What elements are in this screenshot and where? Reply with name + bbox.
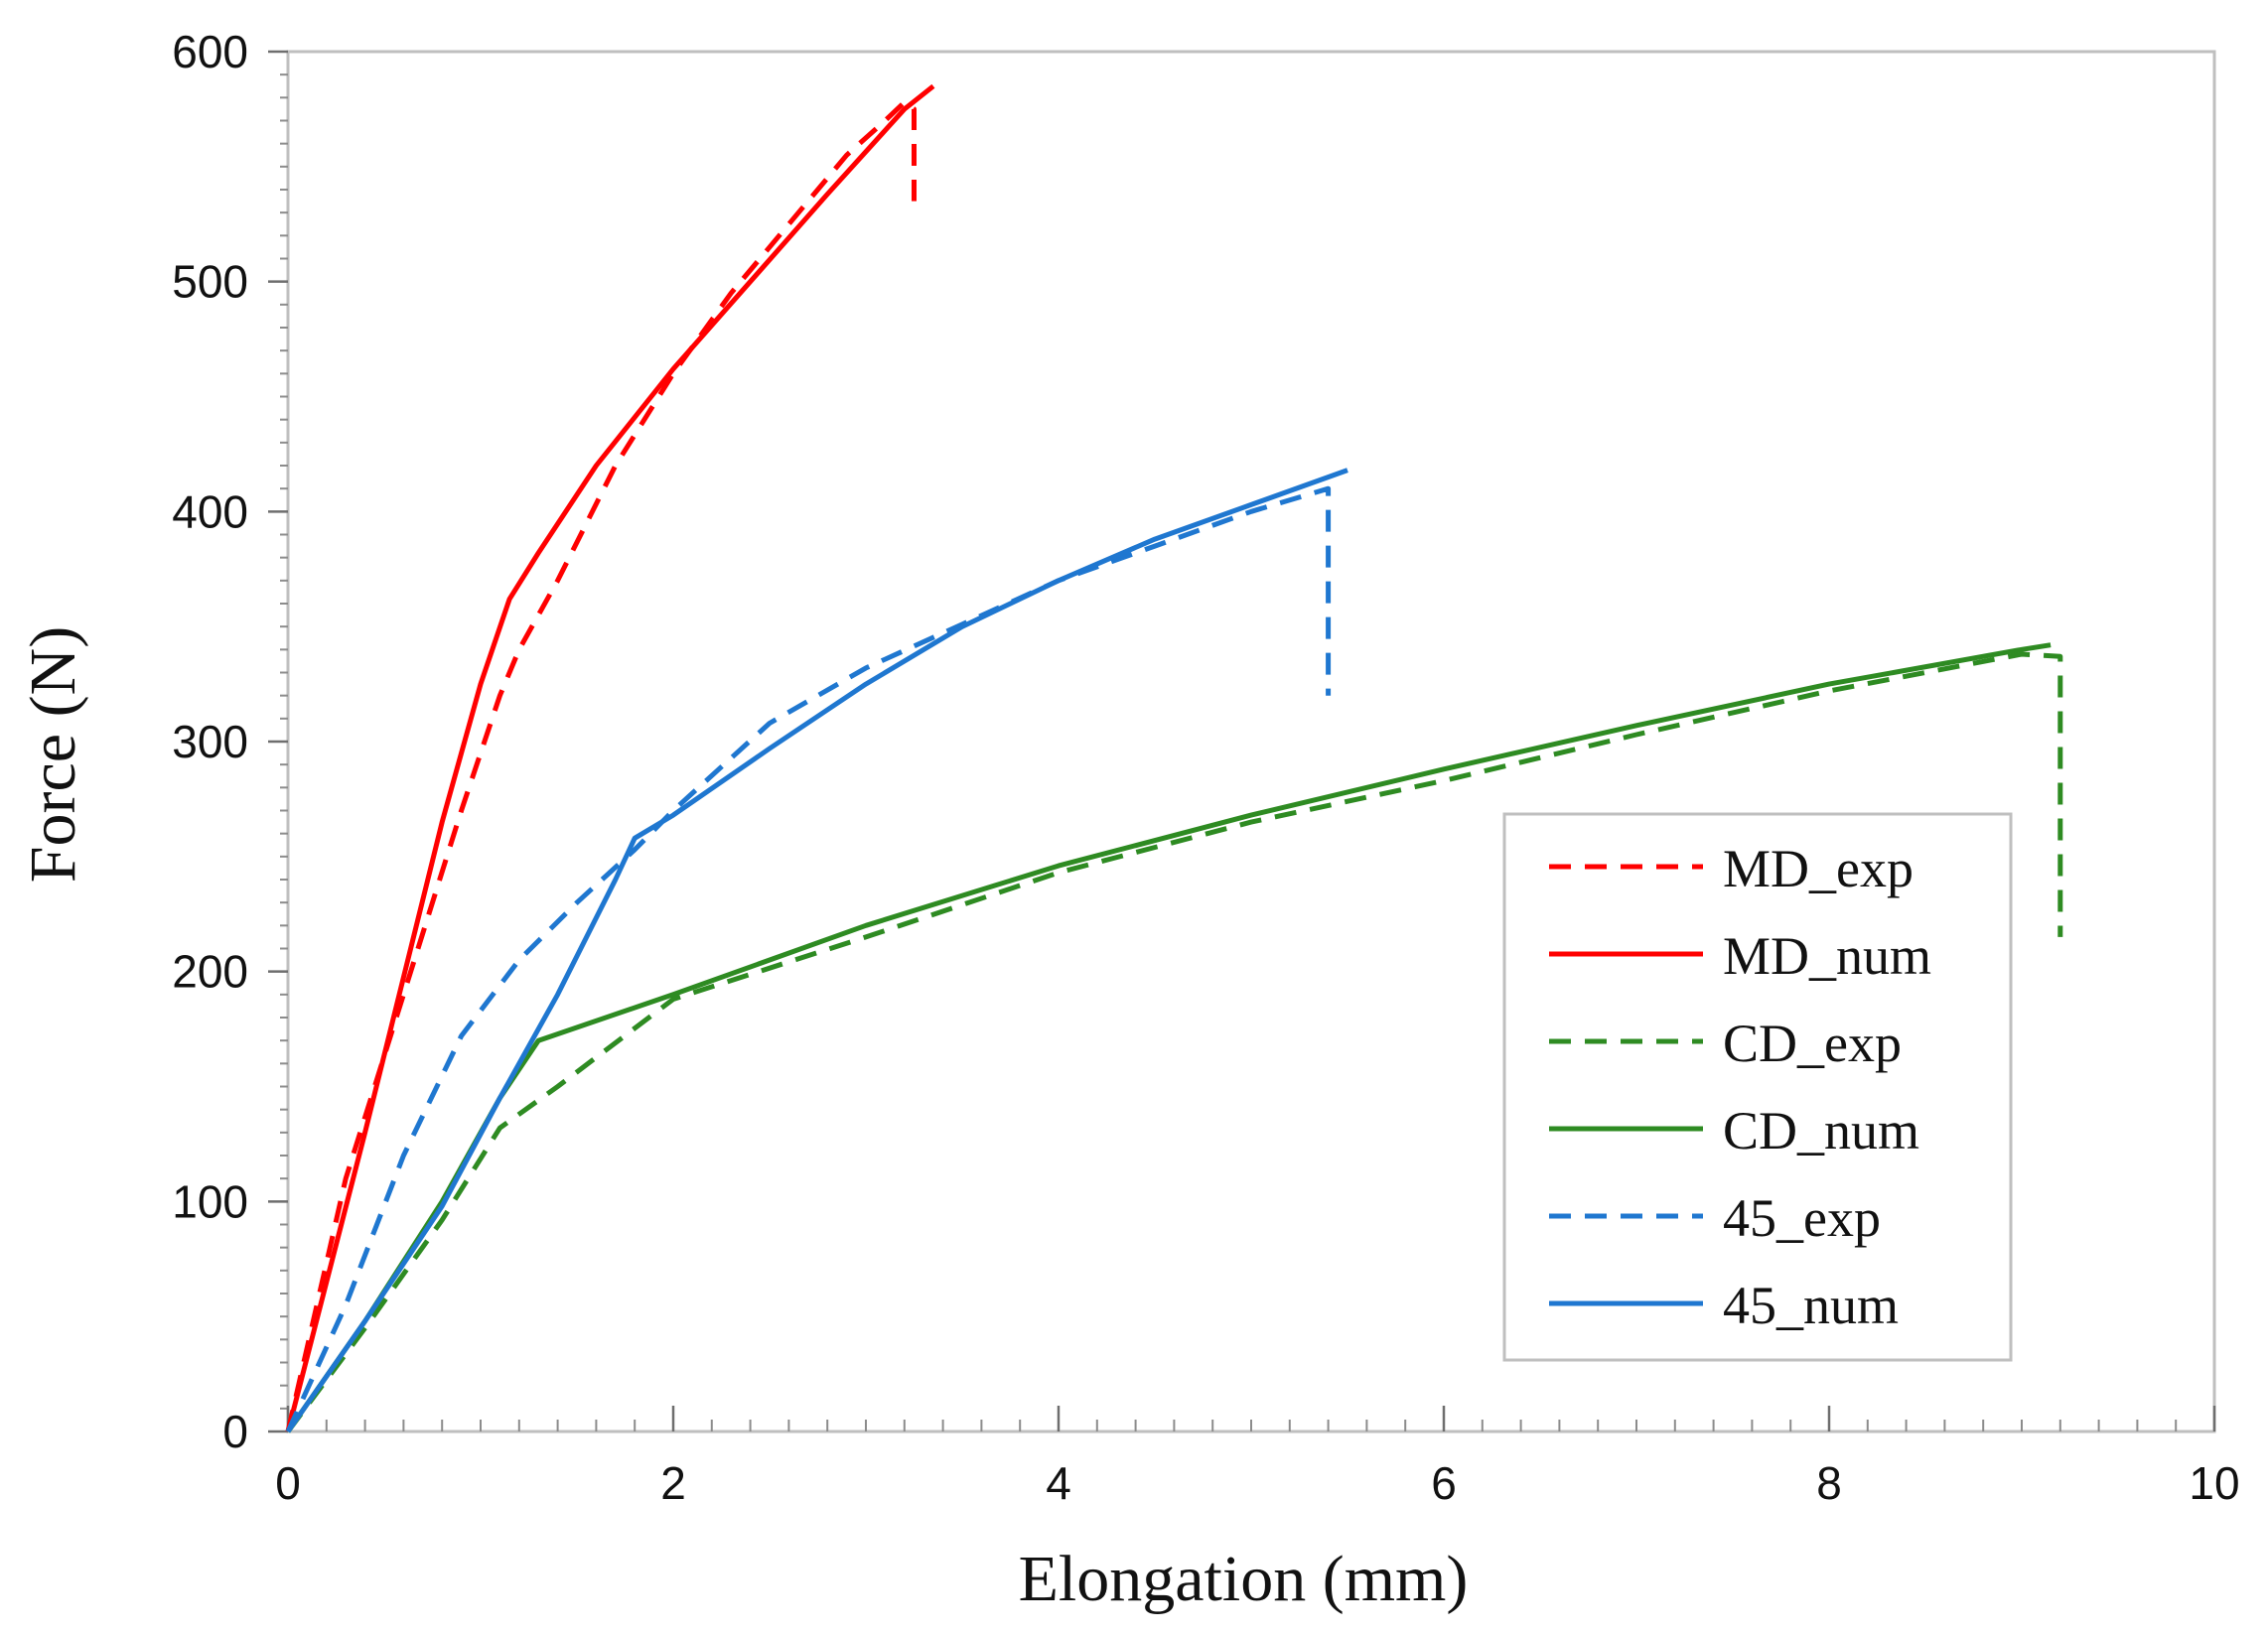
x-tick-label: 10	[2189, 1457, 2239, 1509]
series-line-45-num	[285, 468, 1348, 1433]
legend-box	[1502, 812, 2013, 1362]
y-tick-label: 0	[222, 1406, 248, 1457]
x-tick-label: 2	[660, 1457, 686, 1509]
series-layer	[285, 83, 2063, 1433]
y-tick-label: 400	[172, 485, 248, 537]
series-line-md-num	[285, 83, 935, 1432]
y-tick-label: 500	[172, 256, 248, 308]
legend: MD_exp MD_num CD_exp CD_num 45_exp 45_num	[1502, 812, 2013, 1362]
legend-label: MD_exp	[1723, 839, 1914, 898]
legend-label: MD_num	[1723, 926, 1931, 986]
y-tick-label: 600	[172, 26, 248, 77]
y-tick-label: 100	[172, 1175, 248, 1227]
x-tick-label: 0	[275, 1457, 301, 1509]
x-tick-label: 4	[1046, 1457, 1071, 1509]
legend-label: CD_exp	[1723, 1014, 1902, 1073]
legend-label: 45_num	[1723, 1276, 1899, 1335]
y-axis-title: Force (N)	[17, 626, 89, 883]
legend-label: 45_exp	[1723, 1188, 1881, 1248]
y-tick-label: 300	[172, 716, 248, 767]
series-line-md-exp	[285, 99, 917, 1432]
series-line-cd-exp	[285, 651, 2063, 1433]
legend-label: CD_num	[1723, 1101, 1919, 1160]
x-tick-label: 8	[1816, 1457, 1842, 1509]
x-tick-label: 6	[1431, 1457, 1457, 1509]
series-line-45-exp	[285, 485, 1332, 1433]
y-tick-label: 200	[172, 946, 248, 998]
x-axis-title: Elongation (mm)	[1019, 1543, 1469, 1615]
